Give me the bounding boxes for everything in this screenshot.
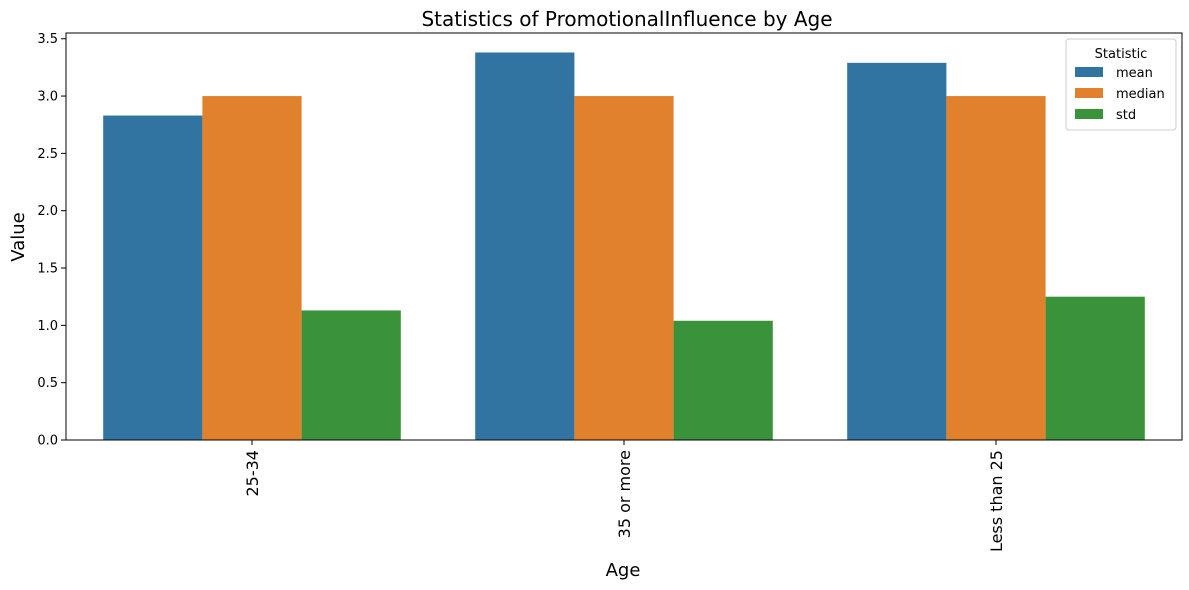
x-tick-label: Less than 25 <box>987 450 1006 552</box>
chart-title: Statistics of PromotionalInfluence by Ag… <box>421 7 832 31</box>
legend-label-median: median <box>1116 87 1165 102</box>
bar-mean-1 <box>475 52 575 440</box>
x-axis: 25-34 35 or more Less than 25 <box>243 440 1006 552</box>
bar-std-1 <box>673 320 773 440</box>
bar-mean-2 <box>847 62 947 441</box>
y-tick-label: 0.0 <box>37 434 58 449</box>
y-axis-label: Value <box>8 212 29 261</box>
y-tick-label: 1.5 <box>37 262 58 277</box>
legend-label-std: std <box>1116 108 1136 123</box>
y-tick-label: 3.0 <box>37 90 58 105</box>
x-tick-label: 35 or more <box>615 450 634 538</box>
plot-frame <box>65 32 1183 441</box>
bar-mean-0 <box>103 115 203 440</box>
legend-swatch-std <box>1075 109 1103 119</box>
legend-swatch-median <box>1075 88 1103 98</box>
bar-std-2 <box>1045 296 1145 440</box>
bar-std-0 <box>301 310 401 440</box>
legend-swatch-mean <box>1075 67 1103 77</box>
bar-median-2 <box>946 96 1046 440</box>
y-axis: 0.0 0.5 1.0 1.5 2.0 2.5 3.0 3.5 <box>37 32 66 449</box>
x-tick-label: 25-34 <box>243 450 262 497</box>
bar-median-0 <box>202 96 302 440</box>
legend-label-mean: mean <box>1116 66 1153 81</box>
legend-box <box>1065 38 1177 131</box>
y-tick-label: 2.5 <box>37 147 58 162</box>
x-axis-label: Age <box>606 560 641 581</box>
y-tick-label: 2.0 <box>37 204 58 219</box>
bar-median-1 <box>574 96 674 440</box>
y-tick-label: 3.5 <box>37 32 58 47</box>
legend-title: Statistic <box>1095 47 1148 62</box>
y-tick-label: 1.0 <box>37 319 58 334</box>
bar-group <box>103 52 1145 441</box>
legend: Statistic mean median std <box>1065 38 1177 131</box>
y-tick-label: 0.5 <box>37 376 58 391</box>
